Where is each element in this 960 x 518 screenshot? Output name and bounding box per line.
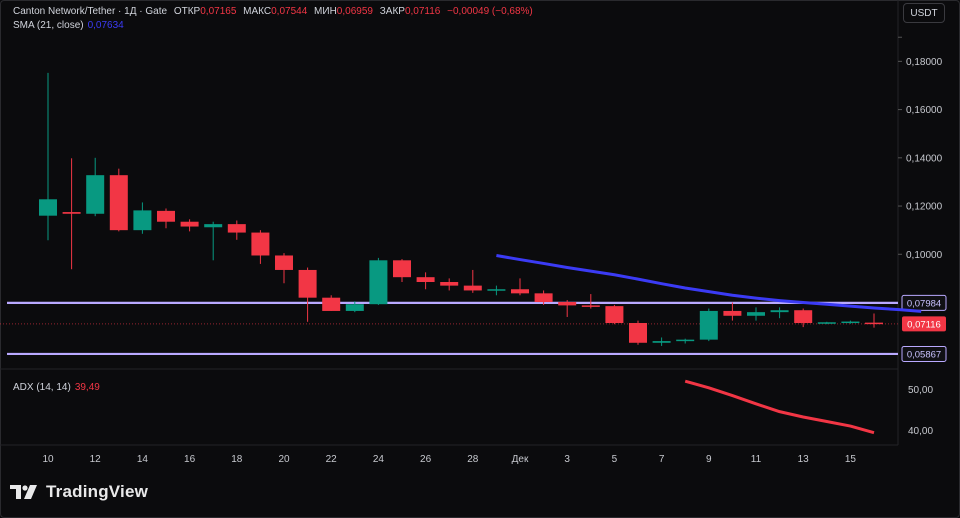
- candle-body: [345, 304, 364, 311]
- candle-body: [322, 297, 341, 311]
- time-tick-label: 16: [184, 454, 196, 465]
- adx-tick-label: 40,00: [908, 426, 933, 437]
- candle-body: [629, 323, 647, 343]
- time-tick-label: Дек: [512, 454, 529, 465]
- time-tick-label: 9: [706, 454, 712, 465]
- price-tick-label: 0,16000: [906, 105, 943, 116]
- price-tick-label: 0,18000: [906, 57, 943, 68]
- close-value: 0,07116: [404, 6, 441, 17]
- time-tick-label: 18: [231, 454, 243, 465]
- candle-body: [416, 277, 435, 283]
- symbol-title: Canton Network/Tether · 1Д · Gate: [13, 6, 168, 17]
- candle-body: [817, 322, 836, 324]
- last-price-badge: [902, 316, 946, 332]
- candle-body: [157, 210, 175, 222]
- change-value: −0,00049 (−0,68%): [447, 6, 533, 17]
- price-tick-label: 0,14000: [906, 153, 943, 164]
- horizontal-level-badge: [901, 345, 947, 362]
- candle-body: [227, 224, 246, 233]
- candle-body: [62, 212, 81, 214]
- open-label: ОТКР: [173, 6, 201, 17]
- candle-body: [463, 285, 482, 291]
- time-tick-label: 3: [564, 454, 570, 465]
- adx-legend[interactable]: ADX (14, 14) 39,49: [13, 382, 100, 393]
- sma-legend-label: SMA (21, close): [13, 20, 84, 31]
- candle-body: [581, 305, 600, 307]
- candle-body: [794, 310, 813, 324]
- tradingview-wordmark: TradingView: [46, 482, 149, 501]
- time-tick-label: 10: [42, 454, 54, 465]
- open-value: 0,07165: [200, 6, 237, 17]
- sma-legend-value: 0,07634: [87, 20, 124, 31]
- horizontal-level-badge: [901, 294, 947, 311]
- time-tick-label: 15: [845, 454, 857, 465]
- time-tick-label: 22: [326, 454, 338, 465]
- price-tick-label: 0,10000: [906, 250, 943, 261]
- symbol-legend: Canton Network/Tether · 1Д · Gate ОТКР0,…: [13, 6, 533, 17]
- candle-body: [652, 341, 671, 343]
- candle-body: [275, 255, 293, 270]
- candle-body: [723, 310, 742, 316]
- time-tick-label: 28: [467, 454, 479, 465]
- time-tick-label: 20: [278, 454, 290, 465]
- candle-body: [511, 289, 529, 294]
- time-tick-label: 11: [751, 454, 762, 465]
- currency-button[interactable]: USDT: [903, 3, 945, 23]
- candle-body: [605, 306, 624, 324]
- time-tick-label: 7: [659, 454, 665, 465]
- low-label: МИН: [314, 6, 337, 17]
- tradingview-logo[interactable]: TradingView: [10, 482, 148, 502]
- tradingview-logo-icon: [10, 485, 37, 499]
- high-value: 0,07544: [271, 6, 308, 17]
- candle-body: [440, 282, 459, 286]
- candle-body: [865, 322, 883, 325]
- candle-body: [86, 175, 105, 214]
- price-tick-label: 0,12000: [906, 202, 943, 213]
- low-value: 0,06959: [336, 6, 373, 17]
- horizontal-level-label: 0,07984: [907, 298, 941, 309]
- candle-body: [393, 260, 411, 278]
- candle-body: [369, 260, 388, 305]
- candle-body: [298, 269, 317, 298]
- candle-body: [747, 312, 765, 316]
- candle-body: [39, 199, 57, 216]
- time-tick-label: 26: [420, 454, 432, 465]
- candle-body: [133, 210, 152, 231]
- candle-body: [251, 232, 270, 256]
- candle-body: [534, 293, 553, 303]
- candle-body: [487, 289, 506, 291]
- time-tick-label: 14: [137, 454, 149, 465]
- time-tick-label: 12: [90, 454, 102, 465]
- time-tick-label: 24: [373, 454, 385, 465]
- adx-legend-label: ADX (14, 14): [13, 382, 71, 393]
- adx-line: [684, 379, 875, 435]
- horizontal-level-label: 0,05867: [907, 349, 941, 360]
- sma-line: [496, 254, 922, 313]
- candle-body: [180, 221, 199, 227]
- adx-tick-label: 50,00: [908, 385, 933, 396]
- candle-body: [558, 302, 577, 306]
- time-tick-label: 5: [612, 454, 618, 465]
- last-price-label: 0,07116: [907, 319, 941, 330]
- close-label: ЗАКР: [379, 6, 405, 17]
- time-tick-label: 13: [798, 454, 810, 465]
- candle-body: [109, 175, 128, 231]
- candle-body: [676, 339, 695, 342]
- adx-legend-value: 39,49: [74, 382, 100, 393]
- high-label: МАКС: [243, 6, 272, 17]
- candle-body: [699, 310, 718, 340]
- sma-legend[interactable]: SMA (21, close) 0,07634: [13, 20, 124, 31]
- candle-body: [841, 321, 860, 324]
- candle-body: [770, 310, 789, 313]
- candle-body: [204, 224, 223, 228]
